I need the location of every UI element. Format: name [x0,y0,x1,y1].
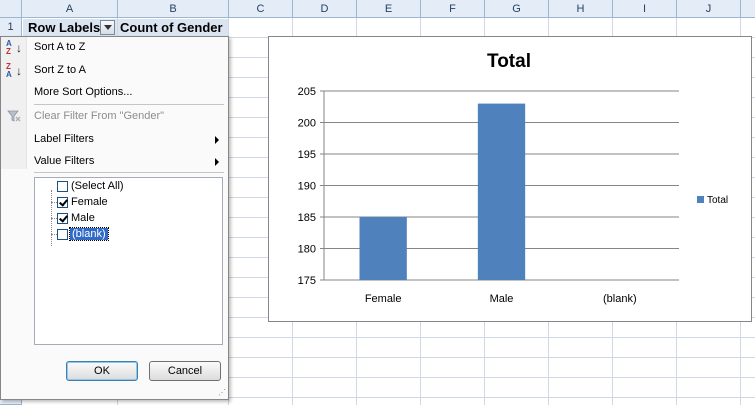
column-header-a[interactable]: A [22,0,118,18]
column-header-g[interactable]: G [485,0,549,18]
chart-title: Total [487,51,531,72]
list-item-label: Female [71,196,108,208]
select-all-checkbox[interactable] [57,181,68,192]
chart-legend[interactable]: Total [697,195,728,206]
sort-a-to-z-icon: A Z ↓ [6,39,22,56]
chart-bars [359,103,526,280]
column-header-h[interactable]: H [549,0,613,18]
resize-grip-icon[interactable]: ⋰ [218,388,226,397]
list-item-label: Male [71,212,95,224]
menu-separator [34,104,224,105]
chart-canvas: Total 175 180 185 190 195 200 205 Female Male (b… [298,51,728,305]
list-item-label: (Select All) [71,180,124,192]
ok-button[interactable]: OK [66,361,138,381]
y-tick-label: 185 [298,212,316,224]
x-tick-label: Female [365,293,402,305]
column-header-c[interactable]: C [229,0,293,18]
x-tick-label: (blank) [603,293,637,305]
y-tick-label: 180 [298,244,316,256]
legend-swatch [697,196,704,203]
list-item-label: (blank) [69,227,109,241]
select-all-corner[interactable] [0,0,22,18]
chart-x-axis: Female Male (blank) [365,293,637,305]
column-header-k[interactable] [741,0,755,18]
chart-y-axis: 175 180 185 190 195 200 205 [298,86,325,287]
pivot-chart[interactable]: Total 175 180 185 190 195 200 205 Female Male (b… [268,36,752,322]
blank-checkbox[interactable] [57,229,68,240]
column-header-d[interactable]: D [293,0,357,18]
bar-male[interactable] [477,103,526,280]
sort-z-to-a-menu-item[interactable]: Sort Z to A [34,64,86,76]
column-header-i[interactable]: I [613,0,677,18]
chevron-right-icon [215,158,219,166]
filter-dropdown-menu: A Z ↓ Sort A to Z Z A ↓ Sort Z to A More Sor… [0,36,229,400]
bar-female[interactable] [359,217,407,280]
label-filters-menu-item[interactable]: Label Filters [34,133,94,145]
female-checkbox[interactable] [57,197,68,208]
y-tick-label: 195 [298,149,316,161]
filter-values-list[interactable]: (Select All) Female Male (blank) [34,177,223,345]
y-tick-label: 175 [298,275,316,287]
cell-b1-count-of-gender[interactable]: Count of Gender [118,19,228,37]
more-sort-options-menu-item[interactable]: More Sort Options... [34,86,133,98]
chevron-down-icon [104,25,112,30]
row-labels-dropdown-button[interactable] [100,20,115,35]
menu-separator [34,172,224,173]
cell-a1-row-labels[interactable]: Row Labels [23,19,117,37]
legend-label: Total [707,195,728,206]
column-header-b[interactable]: B [118,0,229,18]
column-header-j[interactable]: J [677,0,741,18]
y-tick-label: 190 [298,181,316,193]
menu-icon-gutter [1,37,27,169]
value-filters-menu-item[interactable]: Value Filters [34,155,95,167]
male-checkbox[interactable] [57,213,68,224]
chevron-right-icon [215,136,219,144]
y-tick-label: 200 [298,118,316,130]
clear-filter-menu-item: Clear Filter From "Gender" [34,110,165,122]
y-tick-label: 205 [298,86,316,98]
row-header-1[interactable]: 1 [0,18,22,37]
sort-z-to-a-icon: Z A ↓ [6,62,22,79]
column-header-e[interactable]: E [357,0,421,18]
cancel-button[interactable]: Cancel [149,361,221,381]
column-header-f[interactable]: F [421,0,485,18]
sort-a-to-z-menu-item[interactable]: Sort A to Z [34,41,86,53]
clear-filter-icon [7,110,21,122]
x-tick-label: Male [490,293,514,305]
